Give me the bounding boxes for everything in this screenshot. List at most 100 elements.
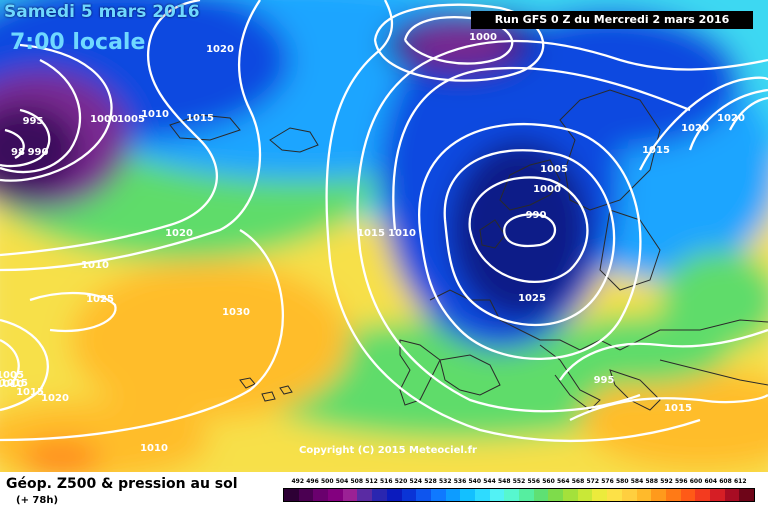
scale-label: 588 xyxy=(645,478,659,485)
isobar-line-3 xyxy=(0,58,82,174)
isobar-label: 1010 xyxy=(81,260,109,271)
isobar-line-6 xyxy=(403,16,514,65)
scale-label: 572 xyxy=(586,478,600,485)
scale-label: 564 xyxy=(556,478,570,485)
scale-label: 584 xyxy=(630,478,644,485)
chart-title: Géop. Z500 & pression au sol xyxy=(6,476,238,492)
coastline-0 xyxy=(429,289,768,351)
isobar-label: 1005 xyxy=(117,114,145,125)
isobar-label: 1015 xyxy=(664,403,692,414)
isobar-label: 1015 xyxy=(186,113,214,124)
scale-label: 496 xyxy=(306,478,319,485)
color-scale-bar xyxy=(283,488,755,502)
scale-label: 576 xyxy=(601,478,614,485)
run-info: Run GFS 0 Z du Mercredi 2 mars 2016 xyxy=(471,11,753,29)
coastline-14 xyxy=(279,385,293,395)
scale-swatch-17 xyxy=(533,489,549,501)
isobar-line-23 xyxy=(0,229,284,442)
scale-swatch-7 xyxy=(386,489,402,501)
coastline-5 xyxy=(659,359,768,386)
isobar-label: 1010 xyxy=(141,109,169,120)
scale-label: 608 xyxy=(719,478,732,485)
forecast-time: 7:00 locale xyxy=(10,30,146,55)
field-area-19 xyxy=(660,250,768,350)
isobar-label: 1020 xyxy=(717,113,745,124)
scale-label: 580 xyxy=(615,478,629,485)
scale-swatch-26 xyxy=(665,489,681,501)
isobar-label: 1010 xyxy=(388,228,416,239)
coastline-4 xyxy=(609,369,661,411)
isobar-line-22 xyxy=(0,338,20,386)
scale-swatch-3 xyxy=(328,489,343,501)
isobar-label: 990 xyxy=(526,210,547,221)
scale-label: 504 xyxy=(335,478,349,485)
scale-label: 524 xyxy=(409,478,423,485)
legend-footer: Géop. Z500 & pression au sol (+ 78h) 492… xyxy=(0,472,768,512)
scale-swatch-22 xyxy=(607,489,622,501)
isobar-label: 1020 xyxy=(206,44,234,55)
coastline-11 xyxy=(169,114,241,141)
coastline-13 xyxy=(261,391,276,402)
scale-label: 544 xyxy=(483,478,496,485)
scale-swatch-4 xyxy=(342,489,358,501)
scale-swatch-14 xyxy=(489,489,505,501)
isobar-label: 1025 xyxy=(86,294,114,305)
isobar-label: 995 xyxy=(23,116,44,127)
scale-label: 492 xyxy=(291,478,305,485)
isobar-line-16 xyxy=(328,259,701,443)
isobar-label: 1015 xyxy=(16,387,44,398)
isobar-line-8 xyxy=(503,213,557,248)
scale-swatch-30 xyxy=(724,489,740,501)
scale-label: 516 xyxy=(379,478,393,485)
scale-swatch-21 xyxy=(592,489,608,501)
isobar-line-21 xyxy=(0,318,49,412)
scale-swatch-11 xyxy=(445,489,461,501)
isobar-line-24 xyxy=(559,328,768,381)
coastline-6 xyxy=(499,159,561,211)
isobar-line-20 xyxy=(29,291,117,333)
isobar-label: 1000 xyxy=(469,32,497,43)
scale-label: 540 xyxy=(468,478,482,485)
isobar-line-25 xyxy=(569,393,768,422)
scale-swatch-10 xyxy=(430,489,446,501)
scale-swatch-25 xyxy=(651,489,666,501)
chart-subtitle: (+ 78h) xyxy=(16,495,59,506)
scale-label: 556 xyxy=(527,478,541,485)
scale-swatch-19 xyxy=(563,489,578,501)
field-area-16 xyxy=(20,440,100,472)
scale-swatch-27 xyxy=(680,489,696,501)
isobar-line-7 xyxy=(373,3,545,82)
field-area-17 xyxy=(580,370,768,470)
isobar-label: 1015 xyxy=(0,378,28,389)
scale-swatch-12 xyxy=(460,489,475,501)
scale-label: 600 xyxy=(689,478,703,485)
scale-swatch-1 xyxy=(298,489,314,501)
isobar-label: 1005 xyxy=(0,370,24,381)
scale-label: 552 xyxy=(512,478,526,485)
field-area-12 xyxy=(405,23,515,67)
isobar-line-2 xyxy=(0,43,113,182)
field-area-8 xyxy=(480,10,740,150)
scale-swatch-18 xyxy=(548,489,564,501)
scale-label: 528 xyxy=(424,478,437,485)
isobar-label: 1000 xyxy=(533,184,561,195)
isobar-line-1 xyxy=(0,0,262,272)
isobar-line-5 xyxy=(4,128,25,160)
field-area-9 xyxy=(450,140,590,320)
isobar-line-14 xyxy=(325,0,394,261)
scale-swatch-29 xyxy=(709,489,725,501)
scale-swatch-16 xyxy=(519,489,534,501)
isobar-label: 1030 xyxy=(222,307,250,318)
isobar-label: 1025 xyxy=(518,293,546,304)
scale-label: 592 xyxy=(660,478,673,485)
coastline-3 xyxy=(539,344,601,411)
scale-swatch-24 xyxy=(636,489,652,501)
coastline-8 xyxy=(559,89,661,211)
scale-swatch-0 xyxy=(284,489,299,501)
scale-swatch-2 xyxy=(313,489,329,501)
isobar-label: 1000 xyxy=(90,114,118,125)
isobar-line-12 xyxy=(392,66,691,231)
